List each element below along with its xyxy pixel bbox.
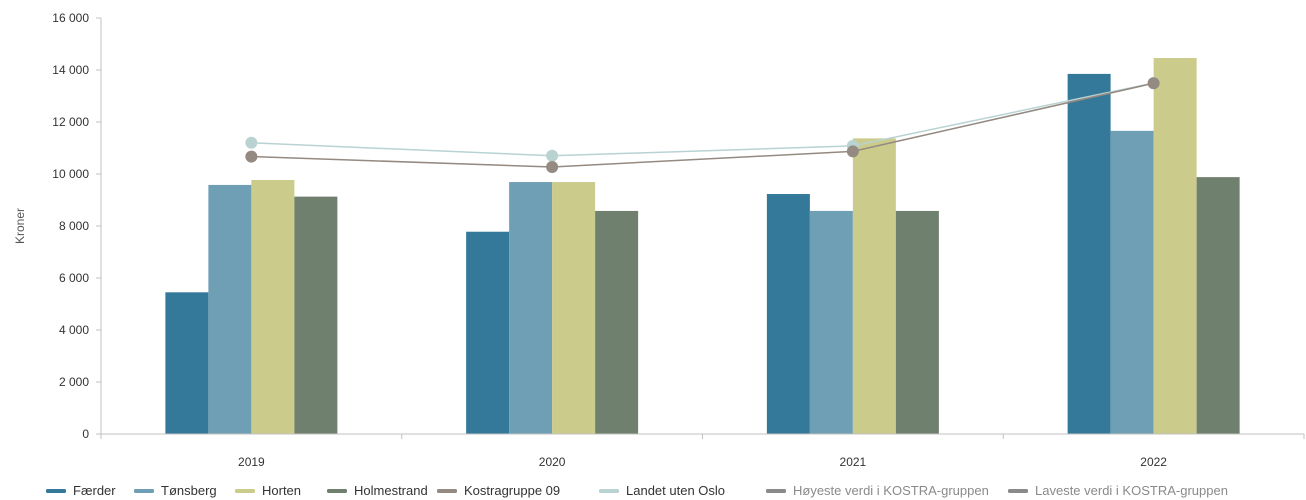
line-landet-uten-oslo <box>251 82 1154 157</box>
bars <box>165 58 1240 435</box>
y-tick-label: 8 000 <box>59 219 89 233</box>
bar-horten-2019 <box>251 179 295 434</box>
y-axis-title: Kroner <box>13 208 27 244</box>
legend: Færder Tønsberg Horten Holmestrand Kostragru… <box>46 483 1228 498</box>
legend-item-horten: Horten <box>235 483 301 498</box>
legend-label: Tønsberg <box>161 483 217 498</box>
legend-item-landet-uten-oslo: Landet uten Oslo <box>599 483 725 498</box>
y-tick-label: 12 000 <box>52 115 89 129</box>
legend-label: Horten <box>262 483 301 498</box>
x-tick-label: 2020 <box>539 455 566 469</box>
series-lines <box>245 77 1160 173</box>
x-tick-label: 2021 <box>840 455 867 469</box>
legend-label: Landet uten Oslo <box>626 483 725 498</box>
bar-holmestrand-2022 <box>1196 177 1240 434</box>
y-tick-label: 14 000 <box>52 63 89 77</box>
point-kostragruppe-09-2020 <box>546 160 559 173</box>
legend-swatch <box>766 489 786 493</box>
legend-label: Høyeste verdi i KOSTRA-gruppen <box>793 483 989 498</box>
y-tick-label: 4 000 <box>59 323 89 337</box>
point-kostragruppe-09-2022 <box>1147 77 1160 90</box>
bar-horten-2020 <box>552 182 596 434</box>
point-landet-uten-oslo-2020 <box>546 149 559 162</box>
legend-swatch <box>235 489 255 493</box>
x-tick-label: 2019 <box>238 455 265 469</box>
y-tick-label: 10 000 <box>52 167 89 181</box>
legend-swatch <box>327 489 347 493</box>
legend-item-laveste-verdi-i-kostra-gruppen: Laveste verdi i KOSTRA-gruppen <box>1008 483 1228 498</box>
x-axis: 2019 2020 2021 2022 <box>100 433 1305 469</box>
legend-swatch <box>134 489 154 493</box>
legend-swatch <box>46 489 66 493</box>
x-tick-label: 2022 <box>1140 455 1167 469</box>
y-tick-label: 16 000 <box>52 11 89 25</box>
bar-tonsberg-2022 <box>1110 130 1154 434</box>
legend-label: Kostragruppe 09 <box>464 483 560 498</box>
bar-tonsberg-2019 <box>208 184 252 434</box>
legend-swatch <box>1008 489 1028 493</box>
legend-swatch <box>437 489 457 493</box>
bar-horten-2021 <box>852 138 896 434</box>
bar-holmestrand-2021 <box>895 210 939 434</box>
bar-tonsberg-2021 <box>809 210 853 434</box>
bar-f-rder-2020 <box>466 231 510 434</box>
bar-holmestrand-2019 <box>294 196 338 434</box>
bar-f-rder-2019 <box>165 292 209 434</box>
legend-swatch <box>599 489 619 493</box>
point-kostragruppe-09-2019 <box>245 150 258 163</box>
legend-item-tonsberg: Tønsberg <box>134 483 217 498</box>
legend-item-holmestrand: Holmestrand <box>327 483 428 498</box>
legend-item-hoyeste-verdi-i-kostra-gruppen: Høyeste verdi i KOSTRA-gruppen <box>766 483 989 498</box>
legend-label: Laveste verdi i KOSTRA-gruppen <box>1035 483 1228 498</box>
legend-item-f-rder: Færder <box>46 483 116 498</box>
legend-label: Færder <box>73 483 116 498</box>
bar-f-rder-2021 <box>766 194 810 434</box>
y-tick-label: 0 <box>82 427 89 441</box>
bar-holmestrand-2020 <box>595 210 639 434</box>
y-tick-label: 2 000 <box>59 375 89 389</box>
bar-horten-2022 <box>1153 58 1197 434</box>
y-tick-label: 6 000 <box>59 271 89 285</box>
point-kostragruppe-09-2021 <box>846 145 859 158</box>
legend-label: Holmestrand <box>354 483 428 498</box>
bar-tonsberg-2020 <box>509 182 553 434</box>
point-landet-uten-oslo-2019 <box>245 136 258 149</box>
legend-item-kostragruppe-09: Kostragruppe 09 <box>437 483 560 498</box>
bar-f-rder-2022 <box>1067 73 1111 435</box>
line-kostragruppe-09 <box>251 82 1154 168</box>
y-axis: 0 2 000 4 000 6 000 8 000 10 000 12 000 14 000 1… <box>52 11 102 441</box>
